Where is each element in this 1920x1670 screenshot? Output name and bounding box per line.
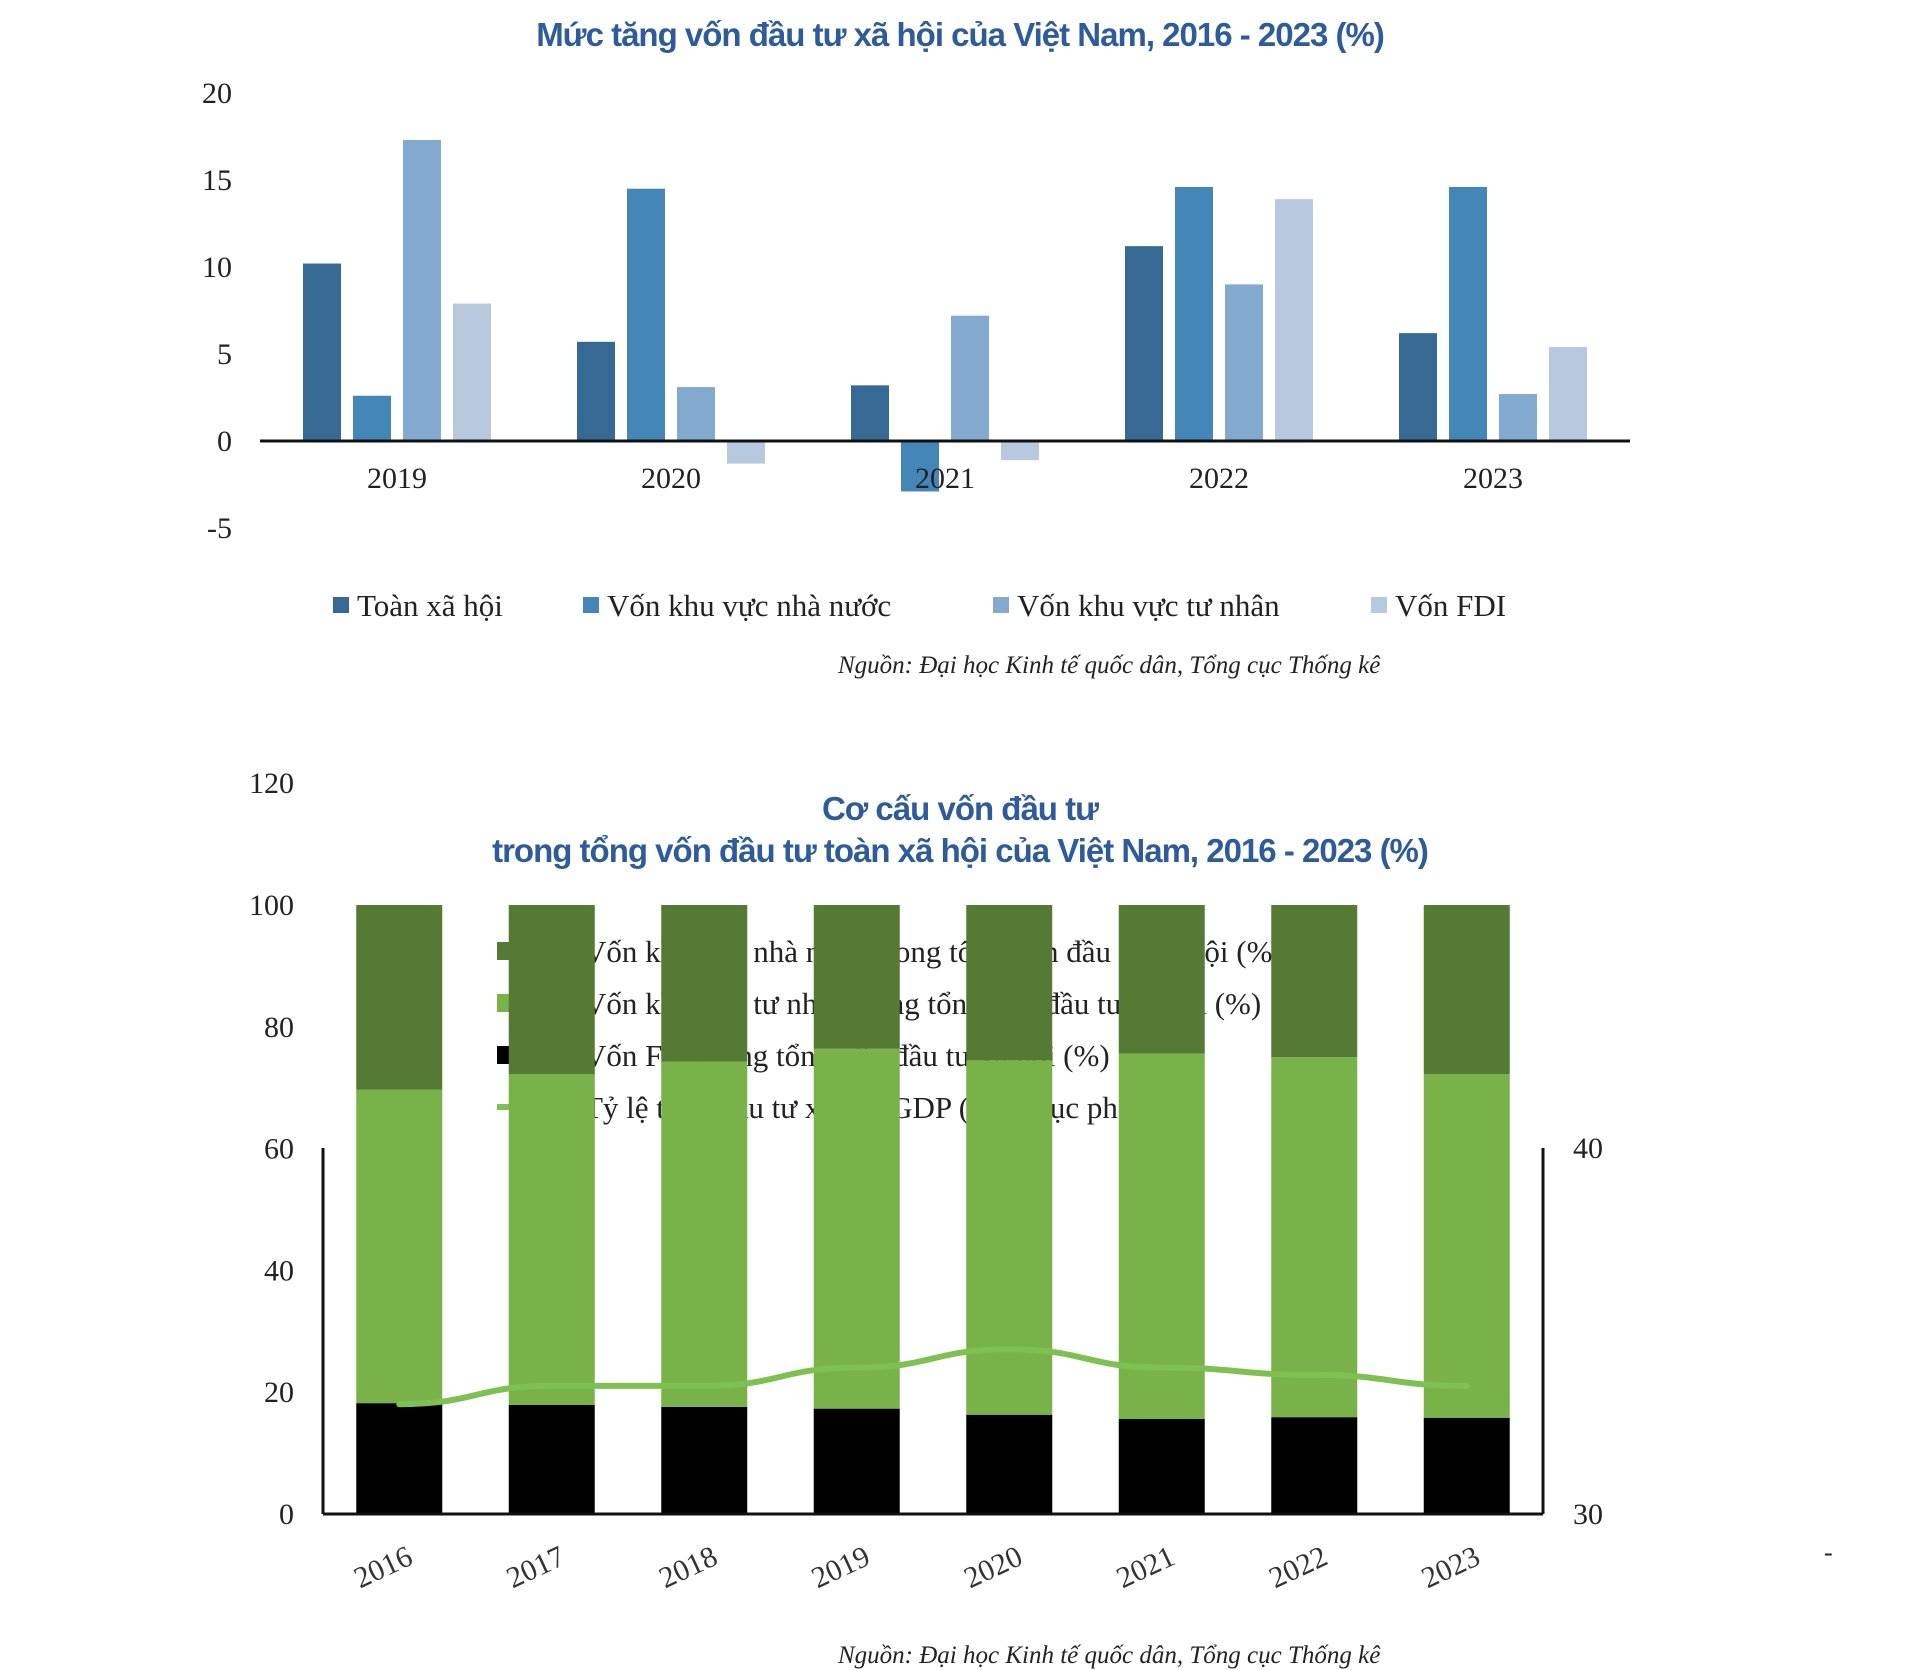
chart1-legend-label: Vốn FDI — [1395, 588, 1506, 623]
chart2-bar-2021-s2 — [1118, 905, 1205, 1054]
chart2-bar-2023-s2 — [1423, 905, 1510, 1075]
chart2-bar-2018-s1 — [661, 1061, 748, 1407]
chart1-y-tick-label: 20 — [202, 77, 232, 110]
chart2-title: Cơ cấu vốn đầu tư — [821, 790, 1099, 827]
chart1-bar-2019-s3 — [453, 303, 491, 441]
chart2-y-tick-label: 100 — [249, 889, 294, 922]
chart1-legend-swatch — [1371, 597, 1387, 613]
chart1-legend-label: Vốn khu vực nhà nước — [607, 588, 891, 623]
chart1-y-tick-label: 10 — [202, 251, 232, 284]
chart2-subtitle: trong tổng vốn đầu tư toàn xã hội của Vi… — [492, 832, 1429, 869]
chart1-bar-2021-s1 — [901, 441, 939, 492]
chart1-y-tick-label: 5 — [217, 338, 232, 371]
chart1-bar-2023-s0 — [1399, 333, 1437, 441]
chart2-x-tick-label: 2023 — [1417, 1540, 1485, 1595]
chart2-y2-tick-label: 30 — [1573, 1498, 1603, 1531]
chart1-bar-2023-s3 — [1549, 347, 1587, 441]
chart1-bar-2020-s2 — [677, 387, 715, 441]
chart1-bar-2022-s3 — [1275, 199, 1313, 441]
chart1-bar-2022-s0 — [1125, 246, 1163, 441]
chart2-x-tick-label: 2018 — [654, 1540, 722, 1595]
chart2-bar-2018-s2 — [661, 905, 748, 1062]
chart2-x-tick-label: 2019 — [807, 1540, 875, 1595]
chart2-x-tick-label: 2020 — [959, 1540, 1027, 1595]
chart1-x-tick-label: 2023 — [1463, 462, 1523, 495]
chart1-bar-2019-s0 — [303, 263, 341, 441]
chart2-bar-2021-s1 — [1118, 1053, 1205, 1419]
chart2-gdp-ratio-line — [396, 1346, 1470, 1408]
chart1-y-tick-label: -5 — [207, 512, 232, 545]
chart1-bar-2022-s1 — [1175, 186, 1213, 441]
stray-dash-mark: - — [1824, 1538, 1833, 1567]
chart2-bar-2018-s0 — [661, 1406, 748, 1514]
chart2-y2-tick-label: 40 — [1573, 1132, 1603, 1165]
chart1-x-tick-label: 2020 — [641, 462, 701, 495]
chart1-x-tick-label: 2019 — [367, 462, 427, 495]
chart1-bar-2021-s3 — [1001, 441, 1039, 461]
chart1-bar-2019-s1 — [353, 395, 391, 441]
chart1-growth-bar-chart: 20 15 10 5 0 -5 2019 2020 2021 2022 2023 Toàn xã hộ… — [202, 77, 1630, 623]
chart2-bar-2016-s1 — [356, 1089, 443, 1404]
chart2-source: Nguồn: Đại học Kinh tế quốc dân, Tổng cụ… — [838, 1642, 1381, 1669]
chart2-bar-2019-s2 — [813, 905, 900, 1049]
chart1-bar-2021-s2 — [951, 315, 989, 441]
chart1-x-tick-label: 2021 — [915, 462, 975, 495]
chart2-y-tick-label: 20 — [264, 1376, 294, 1409]
chart1-bar-2020-s3 — [727, 441, 765, 464]
chart2-bar-2017-s1 — [508, 1074, 595, 1405]
chart1-y-tick-label: 0 — [217, 425, 232, 458]
chart2-bar-2023-s0 — [1423, 1417, 1510, 1514]
chart1-bar-2023-s1 — [1449, 186, 1487, 441]
chart1-legend-label: Toàn xã hội — [357, 588, 503, 623]
chart2-y-tick-label: 80 — [264, 1011, 294, 1044]
chart2-bar-2019-s1 — [813, 1048, 900, 1409]
chart2-bar-2022-s2 — [1271, 905, 1358, 1058]
chart2-y-tick-label: 0 — [279, 1498, 294, 1531]
chart2-bar-2016-s0 — [356, 1403, 443, 1514]
chart2-x-tick-label: 2021 — [1112, 1540, 1180, 1595]
chart2-bar-2020-s0 — [966, 1414, 1053, 1514]
chart1-legend-swatch — [583, 597, 599, 613]
chart2-bar-2016-s2 — [356, 905, 443, 1090]
chart2-bar-2021-s0 — [1118, 1418, 1205, 1514]
chart1-source: Nguồn: Đại học Kinh tế quốc dân, Tổng cụ… — [838, 652, 1381, 679]
chart2-x-tick-label: 2022 — [1264, 1540, 1332, 1595]
chart2-bar-2020-s2 — [966, 905, 1053, 1061]
chart1-legend-swatch — [333, 597, 349, 613]
chart2-bar-2022-s0 — [1271, 1417, 1358, 1514]
chart2-bar-2017-s2 — [508, 905, 595, 1075]
chart2-y-tick-label: 120 — [249, 767, 294, 800]
chart2-bar-2020-s1 — [966, 1060, 1053, 1415]
chart2-y-tick-label: 60 — [264, 1133, 294, 1166]
chart2-bar-2017-s0 — [508, 1404, 595, 1514]
chart1-legend-label: Vốn khu vực tư nhân — [1017, 588, 1280, 623]
chart1-title: Mức tăng vốn đầu tư xã hội của Việt Nam,… — [536, 16, 1385, 53]
chart2-x-tick-label: 2017 — [502, 1540, 570, 1595]
chart1-x-tick-label: 2022 — [1189, 462, 1249, 495]
chart2-y-tick-label: 40 — [264, 1254, 294, 1287]
chart1-bar-2022-s2 — [1225, 284, 1263, 441]
chart1-bar-2020-s0 — [577, 341, 615, 441]
chart2-bar-2023-s1 — [1423, 1074, 1510, 1418]
chart1-bar-2021-s0 — [851, 385, 889, 441]
chart2-bar-2022-s1 — [1271, 1057, 1358, 1418]
chart1-bar-2023-s2 — [1499, 394, 1537, 441]
chart1-bar-2020-s1 — [627, 188, 665, 441]
chart2-bar-2019-s0 — [813, 1408, 900, 1514]
chart2-x-tick-label: 2016 — [349, 1540, 417, 1595]
chart1-bar-2019-s2 — [403, 139, 441, 442]
chart1-y-tick-label: 15 — [202, 164, 232, 197]
chart1-legend-swatch — [993, 597, 1009, 613]
